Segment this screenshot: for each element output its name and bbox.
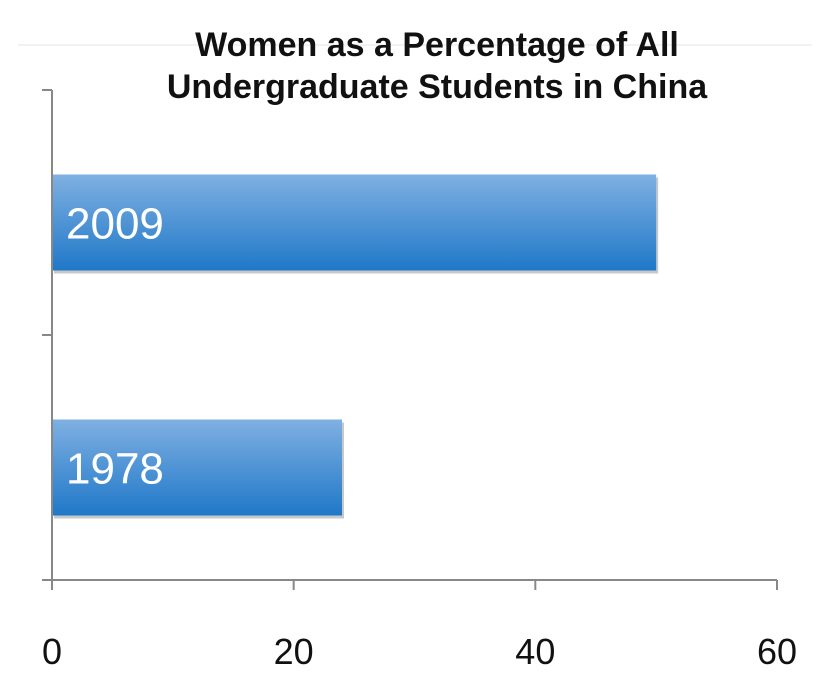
x-tick-label-20: 20	[274, 631, 314, 672]
bar-1978	[52, 419, 342, 516]
x-tick-label-0: 0	[42, 631, 62, 672]
chart-title-line-2: Undergraduate Students in China	[167, 68, 708, 106]
bars: 2009 1978	[52, 174, 659, 519]
axes: 0 20 40 60	[42, 89, 797, 672]
bar-label-1978: 1978	[66, 445, 164, 494]
x-tick-label-40: 40	[515, 631, 555, 672]
chart-title: Women as a Percentage of All Undergradua…	[167, 26, 708, 106]
chart-title-line-1: Women as a Percentage of All	[195, 26, 679, 64]
bar-2009	[52, 174, 657, 271]
bar-label-2009: 2009	[66, 200, 164, 249]
x-tick-label-60: 60	[757, 631, 797, 672]
